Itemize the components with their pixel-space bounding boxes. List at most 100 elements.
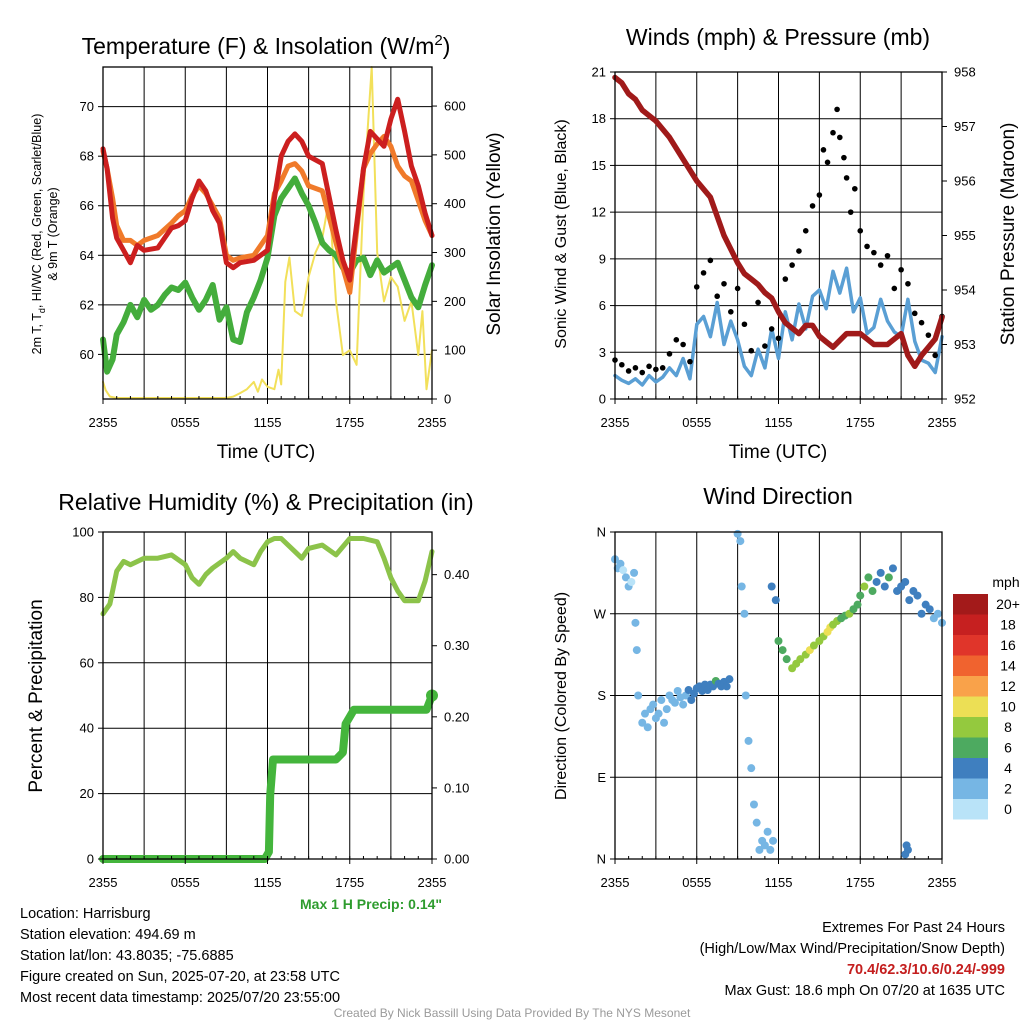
recent-data-text: Most recent data timestamp: 2025/07/20 2… [20,990,341,1006]
wind-xtick-label: 1155 [765,415,793,430]
direction-point [670,698,679,707]
direction-point [755,845,764,854]
colorbar-label: 6 [1004,740,1012,756]
temp-y2tick-label: 200 [444,294,466,309]
gust-point [932,352,938,359]
temp-xtick-label: 1155 [254,415,282,430]
gust-point [632,365,639,371]
dir-xtick-label: 2355 [928,875,957,890]
colorbar-label: 18 [1000,617,1016,633]
colorbar-swatch [953,655,988,676]
gust-point [809,203,816,209]
direction-point [913,591,922,600]
rh-ytick-label: 80 [80,590,94,605]
gust-point [843,175,850,181]
temp-series-group [100,66,435,399]
direction-point [884,573,893,582]
gust-point [841,154,847,161]
colorbar-swatch [953,737,988,758]
temp-xtick-label: 2355 [89,415,118,430]
dir-axes: 2355 0555 1155 1755 2355 N E S W N [594,525,957,891]
gust-point [925,332,932,338]
colorbar-label: 14 [1000,658,1016,674]
direction-point [917,609,926,618]
dir-xtick-label: 2355 [601,875,630,890]
direction-point [660,718,669,727]
rh-y2tick-label: 0.10 [444,780,469,795]
temp-ytick-label: 70 [80,99,94,114]
direction-point [782,655,791,664]
gust-point [816,192,823,198]
gust-point [911,310,918,317]
colorbar-label: 4 [1004,760,1012,776]
direction-point [621,573,630,582]
gust-point [775,335,782,342]
dir-xtick-label: 1155 [765,875,793,890]
wind-xtick-label: 2355 [601,415,630,430]
colorbar-swatch [953,696,988,717]
direction-point [631,618,640,627]
direction-point [737,582,746,591]
gust-point [802,228,809,234]
colorbar-swatch [953,758,988,779]
wind-ytick-label: 3 [599,345,606,360]
direction-point [673,686,682,695]
gust-point [721,280,727,287]
colorbar-label: 0 [1004,801,1012,817]
gust-point [864,243,870,250]
winds-panel: Winds (mph) & Pressure (mb) Time (UTC) S… [553,24,1019,463]
direction-point [649,700,658,709]
temp-series-red [100,96,435,283]
wind-y2tick-label: 956 [954,174,976,189]
direction-point [868,587,877,596]
dir-title: Wind Direction [703,483,853,509]
wind-xtick-label: 1755 [846,415,875,430]
gust-point [918,319,925,326]
gust-point [898,266,904,273]
wind-ytick-label: 12 [592,205,606,220]
max-gust-text: Max Gust: 18.6 mph On 07/20 at 1635 UTC [724,983,1005,999]
credit-line: Created By Nick Bassill Using Data Provi… [333,1006,691,1020]
direction-point [749,800,758,809]
temp-y2tick-label: 0 [444,392,451,407]
temp-ylabel-left-2: & 9m T (Orange) [46,187,60,280]
wind-axes: 2355 0555 1155 1755 2355 0 3 6 9 12 15 18 21 952 953 95… [592,65,976,431]
temp-series-yellow [102,66,433,399]
direction-point [853,600,862,609]
rh-ylabel-left: Percent & Precipitation [26,599,47,792]
pressure-line [612,74,945,370]
extremes-values: 70.4/62.3/10.6/0.24/-999 [846,962,1005,978]
gust-point [693,284,700,290]
direction-point [643,723,652,732]
direction-point [747,764,756,773]
dir-ytick-label: N [597,525,606,540]
rh-axes: 2355 0555 1155 1755 2355 0 20 40 60 80 100 0.00 0.10… [72,525,469,891]
direction-point [741,691,750,700]
direction-point [763,827,772,836]
direction-point [774,637,783,645]
rh-ytick-label: 40 [80,721,94,736]
colorbar-label: 12 [1000,678,1016,694]
direction-point [640,709,649,718]
direction-point [679,700,688,709]
direction-point [634,691,643,700]
direction-point [903,845,912,854]
gust-point [834,106,840,113]
direction-point [769,836,778,845]
rh-y2tick-label: 0.00 [444,852,469,867]
direction-point [796,655,805,664]
rh-xtick-label: 2355 [418,875,447,890]
temp-xtick-label: 0555 [171,415,200,430]
direction-point [933,609,942,618]
precip-line [99,691,436,863]
dir-points-group [611,529,946,859]
rh-ytick-label: 0 [87,852,94,867]
colorbar-swatch [953,778,988,799]
gust-point [700,270,707,276]
temp-y2tick-label: 300 [444,245,466,260]
direction-point [809,641,818,650]
direction-point [864,573,873,582]
gust-point [762,343,768,349]
temp-ytick-label: 62 [80,297,94,312]
